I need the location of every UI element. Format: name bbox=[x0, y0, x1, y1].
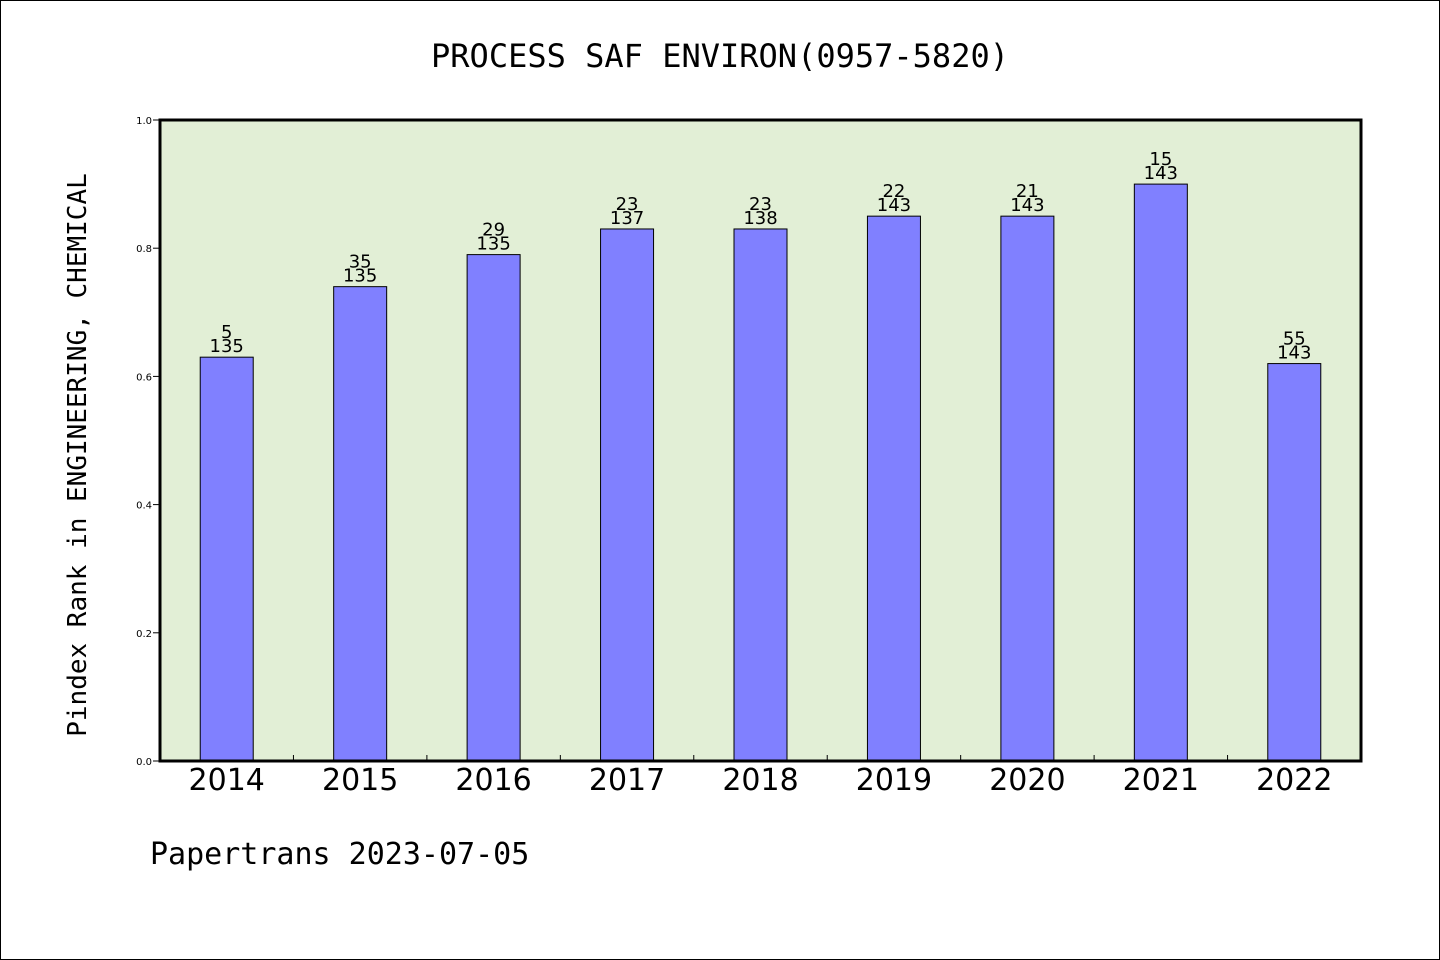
data-label-rank: 55 bbox=[1283, 329, 1306, 350]
data-label-rank: 21 bbox=[1016, 181, 1039, 202]
data-label-total: 138 bbox=[743, 208, 777, 229]
data-label-rank: 23 bbox=[616, 194, 639, 215]
data-label-rank: 22 bbox=[882, 181, 905, 202]
data-label-total: 135 bbox=[343, 266, 377, 287]
data-label-total: 135 bbox=[476, 234, 510, 255]
x-tick-label: 2014 bbox=[189, 763, 265, 798]
x-tick-label: 2021 bbox=[1123, 763, 1199, 798]
data-label-rank: 5 bbox=[221, 322, 232, 343]
footer-credit: Papertrans 2023-07-05 bbox=[150, 837, 529, 872]
bars bbox=[199, 183, 1322, 762]
bar-2015 bbox=[333, 286, 388, 762]
data-label-total: 135 bbox=[210, 336, 244, 357]
y-tick-label: 0.8 bbox=[136, 244, 152, 255]
x-tick-label: 2017 bbox=[589, 763, 665, 798]
data-label-total: 143 bbox=[1144, 163, 1178, 184]
y-tick-label: 0.2 bbox=[136, 629, 152, 640]
data-label-rank: 35 bbox=[349, 252, 372, 273]
bar-2016 bbox=[466, 254, 521, 762]
bar-2020 bbox=[1000, 215, 1055, 762]
plot-border bbox=[158, 118, 1363, 763]
x-tick-label: 2015 bbox=[322, 763, 398, 798]
data-label-rank: 29 bbox=[482, 220, 505, 241]
bar-2017 bbox=[600, 228, 655, 762]
y-axis: 0.0 0.2 0.4 0.6 0.8 1.0 bbox=[136, 116, 160, 768]
bar-2019 bbox=[866, 215, 921, 762]
data-label-total: 143 bbox=[1010, 195, 1044, 216]
y-tick-label: 0.4 bbox=[136, 501, 152, 512]
data-label-rank: 15 bbox=[1149, 149, 1172, 170]
y-tick-label: 1.0 bbox=[136, 116, 152, 127]
data-label-rank: 23 bbox=[749, 194, 772, 215]
bar-2014 bbox=[199, 356, 254, 762]
y-tick-label: 0.0 bbox=[136, 757, 152, 768]
x-tick-label: 2019 bbox=[856, 763, 932, 798]
x-tick-label: 2020 bbox=[989, 763, 1065, 798]
y-axis-label: Pindex Rank in ENGINEERING, CHEMICAL bbox=[63, 173, 93, 737]
x-tick-label: 2016 bbox=[455, 763, 531, 798]
data-label-total: 143 bbox=[1277, 343, 1311, 364]
x-axis: 2014 2015 2016 2017 2018 2019 2020 2021 2022 bbox=[189, 755, 1332, 798]
data-label-total: 137 bbox=[610, 208, 644, 229]
x-tick-label: 2022 bbox=[1256, 763, 1332, 798]
bar-2018 bbox=[733, 228, 788, 762]
y-tick-label: 0.6 bbox=[136, 372, 152, 383]
data-label-total: 143 bbox=[877, 195, 911, 216]
bar-2022 bbox=[1267, 363, 1322, 762]
bar-2021 bbox=[1133, 183, 1188, 762]
x-tick-label: 2018 bbox=[722, 763, 798, 798]
chart-title: PROCESS SAF ENVIRON(0957-5820) bbox=[431, 37, 1009, 75]
